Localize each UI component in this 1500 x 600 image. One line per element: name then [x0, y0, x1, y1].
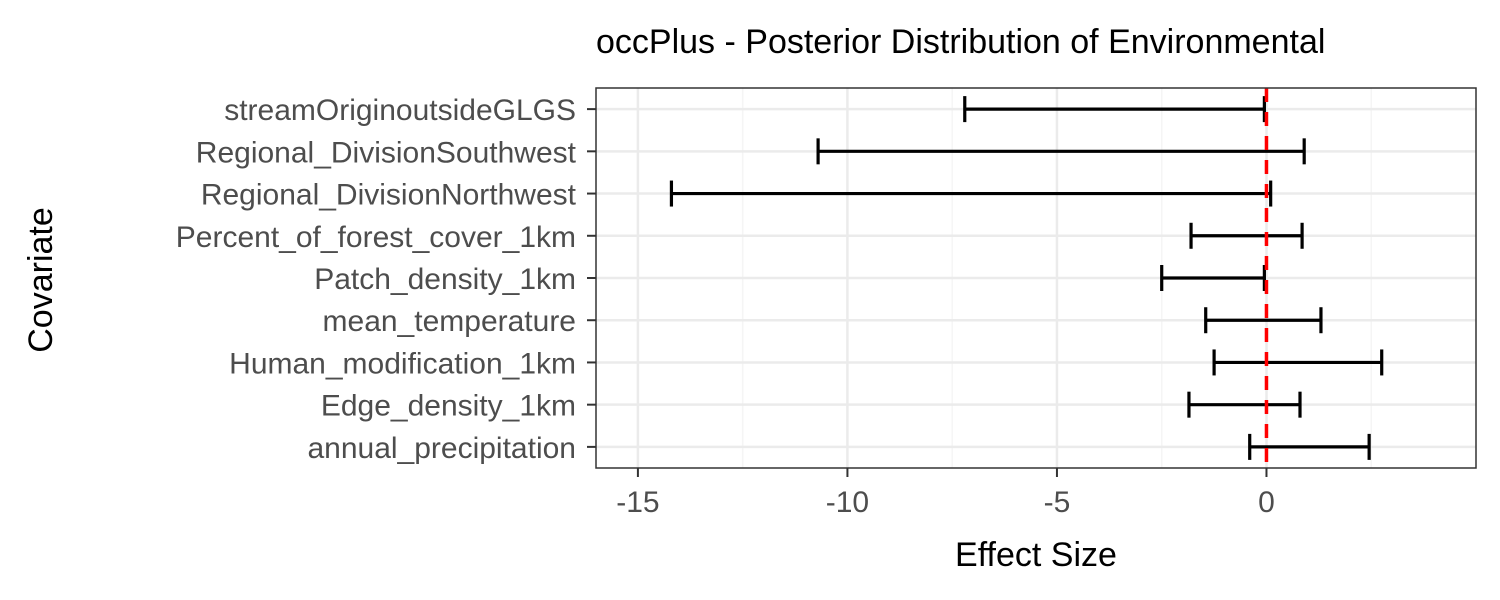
y-tick-label: Regional_DivisionNorthwest	[201, 179, 577, 212]
error-bar	[1187, 391, 1302, 418]
error-bar	[1212, 349, 1384, 376]
y-axis-title: Covariate	[22, 207, 60, 353]
y-tick-label: Percent_of_forest_cover_1km	[176, 221, 576, 254]
x-tick-label: -15	[616, 486, 659, 519]
x-axis-title: Effect Size	[955, 536, 1117, 574]
x-tick-label: 0	[1258, 486, 1275, 519]
x-axis: -15 -10 -5 0	[616, 468, 1275, 519]
error-bar	[963, 96, 1266, 123]
error-bars	[669, 96, 1384, 460]
y-tick-label: mean_temperature	[323, 305, 576, 338]
grid	[596, 88, 1476, 468]
y-tick-label: annual_precipitation	[307, 432, 576, 465]
error-bar	[669, 180, 1273, 207]
error-bar	[1160, 265, 1266, 291]
x-tick-label: -10	[826, 486, 869, 519]
error-bar	[1189, 222, 1304, 249]
chart-title: occPlus - Posterior Distribution of Envi…	[596, 23, 1325, 61]
y-tick-label: Patch_density_1km	[314, 263, 576, 296]
y-tick-label: Human_modification_1km	[229, 347, 576, 380]
error-bar	[1248, 433, 1371, 460]
y-tick-label: Regional_DivisionSouthwest	[196, 136, 577, 169]
error-bar	[1204, 307, 1323, 334]
error-bar	[816, 138, 1306, 165]
y-axis: streamOriginoutsideGLGS Regional_Division…	[176, 94, 596, 465]
x-tick-label: -5	[1044, 486, 1071, 519]
y-tick-label: Edge_density_1km	[321, 390, 576, 423]
y-tick-label: streamOriginoutsideGLGS	[224, 94, 576, 127]
